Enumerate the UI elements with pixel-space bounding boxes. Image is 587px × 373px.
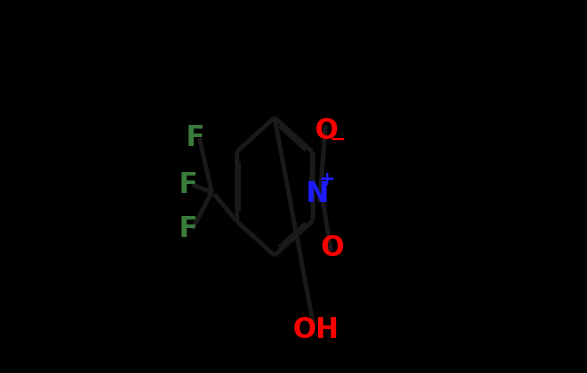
Text: N: N: [306, 180, 329, 208]
Text: +: +: [319, 170, 335, 188]
Text: OH: OH: [293, 316, 339, 344]
Text: −: −: [330, 131, 346, 149]
Text: F: F: [178, 170, 197, 199]
Text: O: O: [315, 116, 339, 145]
Text: F: F: [185, 124, 205, 152]
Text: O: O: [321, 234, 345, 262]
Text: F: F: [178, 215, 197, 244]
